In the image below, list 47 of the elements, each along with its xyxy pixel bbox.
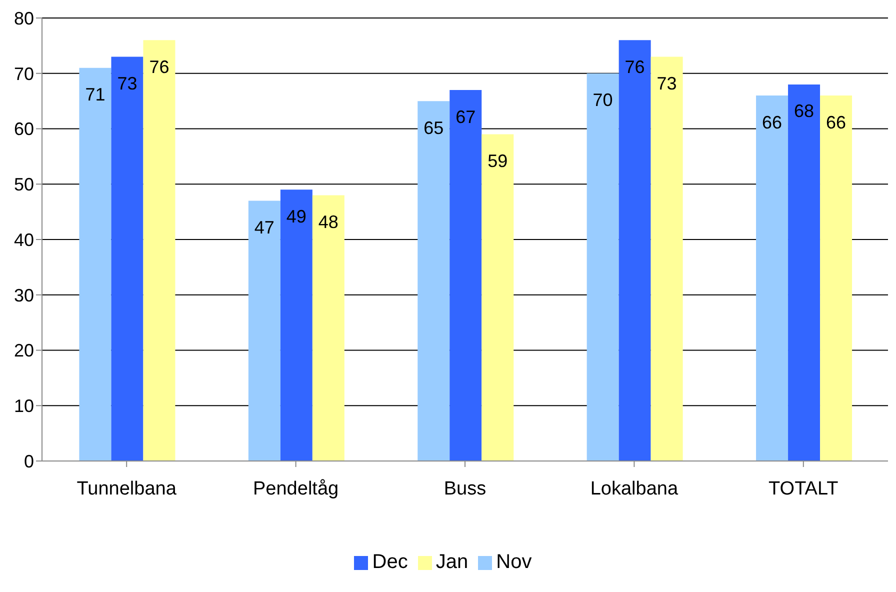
data-label: 68 xyxy=(794,101,814,122)
y-tick-label: 80 xyxy=(14,8,34,28)
data-label: 73 xyxy=(117,74,138,94)
y-tick-label: 60 xyxy=(14,119,34,140)
data-label: 76 xyxy=(624,56,645,77)
x-tick-label: Buss xyxy=(444,478,486,500)
data-label: 59 xyxy=(488,151,508,172)
legend-label: Jan xyxy=(436,551,468,573)
y-tick-label: 40 xyxy=(14,230,34,250)
bar xyxy=(280,190,312,461)
y-tick-label: 70 xyxy=(14,64,34,84)
y-tick-label: 10 xyxy=(14,396,34,416)
bar xyxy=(756,96,788,461)
x-tick-label: TOTALT xyxy=(768,478,839,500)
y-tick-label: 50 xyxy=(14,174,34,195)
y-tick-label: 0 xyxy=(24,451,34,472)
bar xyxy=(788,84,820,461)
data-label: 73 xyxy=(656,74,677,94)
bar xyxy=(248,200,280,461)
bar xyxy=(450,90,482,461)
bar xyxy=(79,68,112,461)
bar xyxy=(820,96,852,461)
bar xyxy=(143,40,176,461)
data-label: 66 xyxy=(826,112,846,132)
data-label: 71 xyxy=(85,84,106,105)
data-label: 65 xyxy=(424,118,444,138)
bar xyxy=(482,134,514,461)
data-label: 47 xyxy=(254,218,274,238)
data-label: 70 xyxy=(592,90,613,110)
x-tick-label: Lokalbana xyxy=(590,478,678,500)
bar xyxy=(586,73,619,461)
legend-label: Nov xyxy=(496,551,532,573)
bar xyxy=(650,56,683,461)
data-label: 67 xyxy=(456,106,476,127)
y-tick-label: 30 xyxy=(14,285,34,306)
x-tick-label: Tunnelbana xyxy=(76,478,177,500)
data-label: 48 xyxy=(318,212,338,232)
bar xyxy=(418,101,450,461)
bar xyxy=(618,40,651,461)
x-tick-label: Pendeltåg xyxy=(253,478,339,500)
data-label: 66 xyxy=(762,112,782,132)
bar xyxy=(111,56,144,461)
y-tick-label: 20 xyxy=(14,340,34,361)
data-label: 76 xyxy=(149,56,170,77)
bar xyxy=(312,195,344,461)
legend-label: Dec xyxy=(372,551,408,573)
data-label: 49 xyxy=(286,206,306,226)
